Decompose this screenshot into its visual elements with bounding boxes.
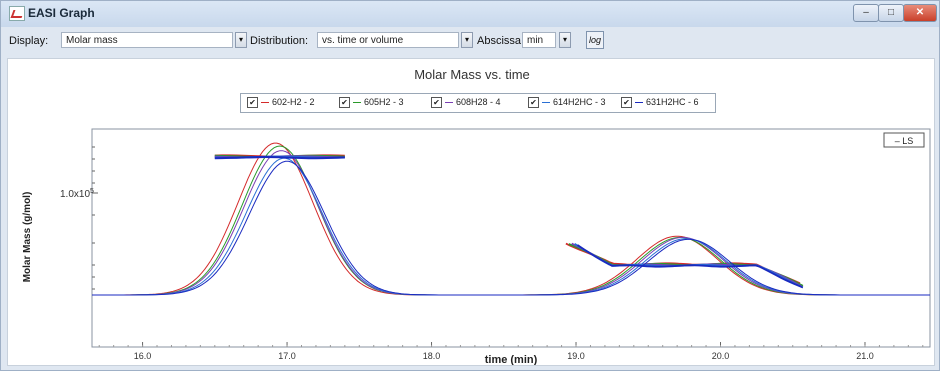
- x-tick-label: 17.0: [278, 351, 296, 361]
- abscissa-label: Abscissa:: [477, 35, 525, 47]
- molar-mass-segment-2: [576, 244, 804, 289]
- legend-label: 631H2HC - 6: [646, 97, 699, 107]
- title-bar[interactable]: EASI Graph – □ ✕: [1, 1, 939, 27]
- display-label: Display:: [9, 35, 49, 47]
- display-select[interactable]: Molar mass: [61, 32, 233, 48]
- legend-item-605h2-3[interactable]: ✔ 605H2 - 3: [339, 97, 404, 109]
- chart-title: Molar Mass vs. time: [414, 67, 530, 82]
- legend-checkbox[interactable]: ✔: [528, 97, 539, 109]
- legend-label: 614H2HC - 3: [553, 97, 606, 107]
- ls-legend-label: – LS: [895, 136, 914, 146]
- legend-swatch: [261, 102, 269, 104]
- abscissa-dropdown-icon[interactable]: ▾: [559, 32, 571, 48]
- maximize-button[interactable]: □: [878, 4, 904, 22]
- legend-checkbox[interactable]: ✔: [339, 97, 350, 109]
- y-tick-label: 1.0x105: [60, 188, 94, 200]
- series-trace: [92, 160, 930, 296]
- legend-checkbox[interactable]: ✔: [621, 97, 632, 109]
- legend-checkbox[interactable]: ✔: [431, 97, 442, 109]
- legend-label: 608H28 - 4: [456, 97, 501, 107]
- legend-label: 602-H2 - 2: [272, 97, 315, 107]
- graph-toolbar: Display: Molar mass ▾ Distribution: vs. …: [1, 28, 939, 54]
- graph-app-icon: [9, 6, 25, 21]
- legend-swatch: [445, 102, 453, 104]
- legend-item-631h2hc-6[interactable]: ✔ 631H2HC - 6: [621, 97, 699, 109]
- minimize-button[interactable]: –: [853, 4, 879, 22]
- x-axis-label: time (min): [485, 354, 538, 365]
- close-button[interactable]: ✕: [903, 4, 937, 22]
- legend-swatch: [353, 102, 361, 104]
- distribution-dropdown-icon[interactable]: ▾: [461, 32, 473, 48]
- distribution-label: Distribution:: [250, 35, 309, 47]
- legend-checkbox[interactable]: ✔: [247, 97, 258, 109]
- x-tick-label: 20.0: [712, 351, 730, 361]
- legend-swatch: [542, 102, 550, 104]
- plot-frame: [91, 128, 931, 348]
- x-tick-label: 18.0: [423, 351, 441, 361]
- legend-swatch: [635, 102, 643, 104]
- window-title: EASI Graph: [28, 6, 95, 20]
- legend-item-602-h2-2[interactable]: ✔ 602-H2 - 2: [247, 97, 315, 109]
- series-layer: [92, 142, 930, 296]
- legend-item-608h28-4[interactable]: ✔ 608H28 - 4: [431, 97, 501, 109]
- ls-legend-box: [883, 132, 925, 148]
- x-tick-label: 19.0: [567, 351, 585, 361]
- y-axis-ticks: [92, 146, 98, 290]
- molar-mass-segment-1: [214, 156, 345, 160]
- legend-label: 605H2 - 3: [364, 97, 404, 107]
- y-axis-label: Molar Mass (g/mol): [22, 192, 33, 283]
- x-tick-label: 21.0: [856, 351, 874, 361]
- x-tick-label: 16.0: [134, 351, 152, 361]
- chart-legend: ✔ 602-H2 - 2 ✔ 605H2 - 3 ✔ 608H28 - 4 ✔ 614H…: [240, 93, 716, 113]
- abscissa-select[interactable]: min: [522, 32, 556, 48]
- display-dropdown-icon[interactable]: ▾: [235, 32, 247, 48]
- distribution-select[interactable]: vs. time or volume: [317, 32, 459, 48]
- plot-area[interactable]: Molar Mass vs. time ✔ 602-H2 - 2 ✔ 605H2 -…: [7, 58, 935, 366]
- legend-item-614h2hc-3[interactable]: ✔ 614H2HC - 3: [528, 97, 606, 109]
- log-scale-button[interactable]: log: [586, 31, 604, 49]
- molar-mass-chart[interactable]: 16.0 17.0 18.0 19.0 20.0 21.0 1.0x105 Molar M…: [8, 59, 934, 365]
- x-axis-ticks: 16.0 17.0 18.0 19.0 20.0 21.0: [98, 342, 924, 361]
